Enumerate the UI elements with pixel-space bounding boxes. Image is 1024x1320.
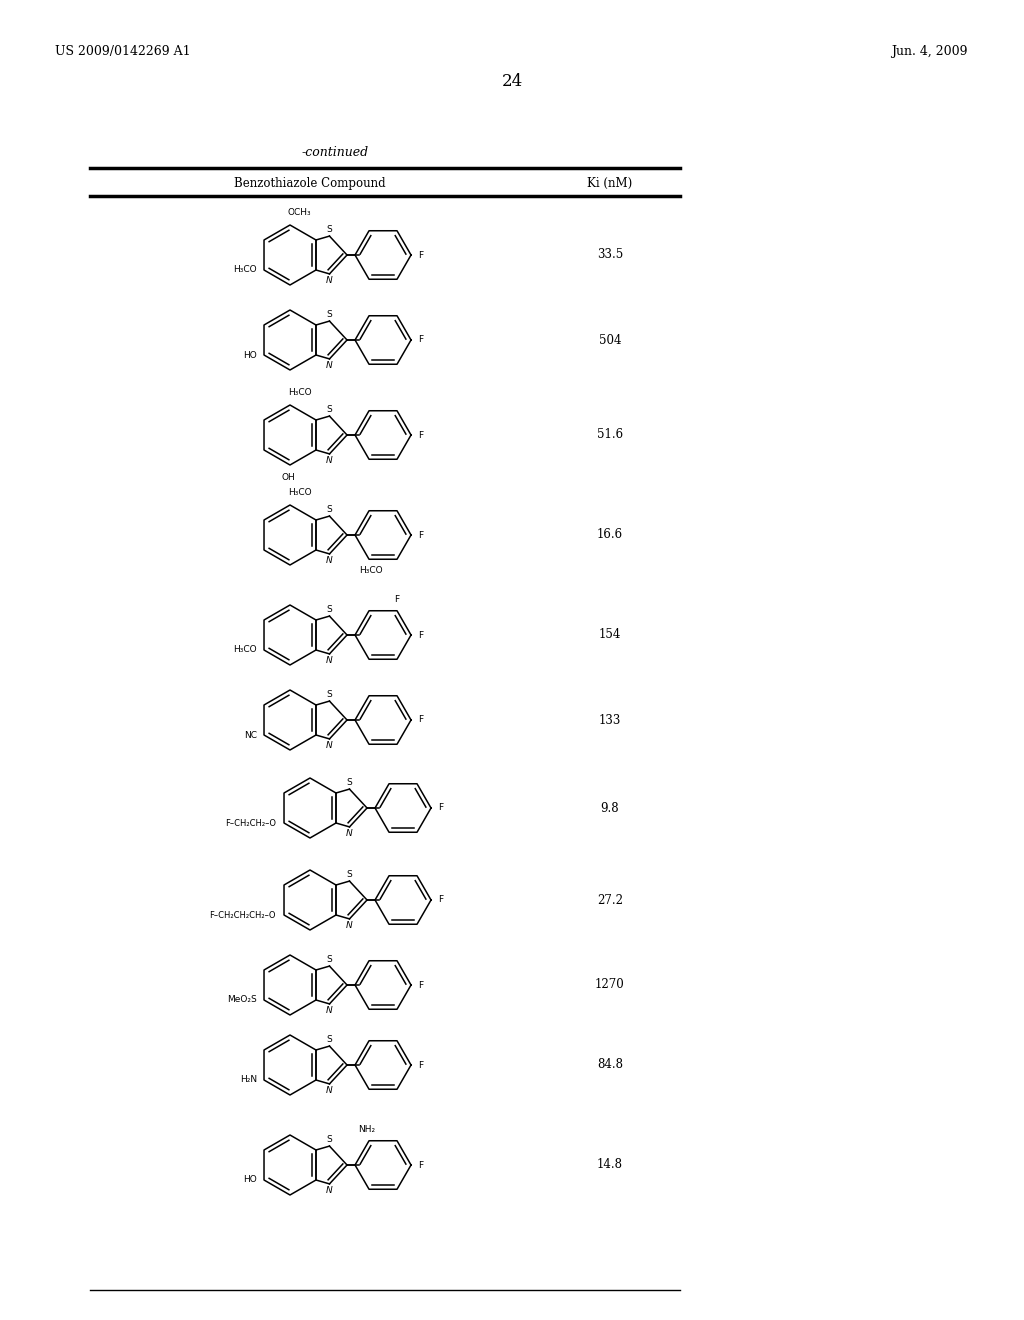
Text: H₃CO: H₃CO	[288, 488, 311, 498]
Text: F: F	[418, 715, 423, 725]
Text: F: F	[438, 804, 443, 813]
Text: H₃CO: H₃CO	[359, 566, 383, 576]
Text: S: S	[346, 777, 352, 787]
Text: N: N	[326, 557, 333, 565]
Text: US 2009/0142269 A1: US 2009/0142269 A1	[55, 45, 190, 58]
Text: N: N	[326, 1086, 333, 1096]
Text: 9.8: 9.8	[601, 801, 620, 814]
Text: N: N	[346, 829, 353, 838]
Text: F: F	[438, 895, 443, 904]
Text: F: F	[418, 335, 423, 345]
Text: OH: OH	[282, 473, 295, 482]
Text: N: N	[326, 276, 333, 285]
Text: N: N	[326, 1006, 333, 1015]
Text: S: S	[327, 405, 333, 413]
Text: -continued: -continued	[301, 145, 369, 158]
Text: F: F	[418, 251, 423, 260]
Text: H₃CO: H₃CO	[233, 265, 257, 275]
Text: MeO₂S: MeO₂S	[227, 995, 257, 1005]
Text: S: S	[327, 224, 333, 234]
Text: H₃CO: H₃CO	[288, 388, 311, 397]
Text: N: N	[326, 656, 333, 665]
Text: 154: 154	[599, 628, 622, 642]
Text: 133: 133	[599, 714, 622, 726]
Text: N: N	[326, 362, 333, 371]
Text: S: S	[327, 954, 333, 964]
Text: 1270: 1270	[595, 978, 625, 991]
Text: NC: NC	[244, 730, 257, 739]
Text: 16.6: 16.6	[597, 528, 623, 541]
Text: OCH₃: OCH₃	[288, 209, 311, 216]
Text: F–CH₂CH₂–O: F–CH₂CH₂–O	[225, 818, 276, 828]
Text: F: F	[418, 1160, 423, 1170]
Text: H₂N: H₂N	[240, 1076, 257, 1085]
Text: S: S	[327, 605, 333, 614]
Text: S: S	[327, 504, 333, 513]
Text: Jun. 4, 2009: Jun. 4, 2009	[892, 45, 968, 58]
Text: 504: 504	[599, 334, 622, 346]
Text: 84.8: 84.8	[597, 1059, 623, 1072]
Text: HO: HO	[244, 1176, 257, 1184]
Text: F: F	[418, 1060, 423, 1069]
Text: S: S	[327, 310, 333, 318]
Text: F: F	[394, 595, 399, 603]
Text: F: F	[418, 430, 423, 440]
Text: NH₂: NH₂	[358, 1125, 376, 1134]
Text: 24: 24	[502, 74, 522, 91]
Text: F: F	[418, 981, 423, 990]
Text: N: N	[326, 457, 333, 466]
Text: F: F	[418, 631, 423, 639]
Text: N: N	[346, 921, 353, 931]
Text: 14.8: 14.8	[597, 1159, 623, 1172]
Text: S: S	[327, 689, 333, 698]
Text: F: F	[418, 531, 423, 540]
Text: 33.5: 33.5	[597, 248, 624, 261]
Text: N: N	[326, 1187, 333, 1196]
Text: HO: HO	[244, 351, 257, 359]
Text: S: S	[327, 1135, 333, 1143]
Text: S: S	[327, 1035, 333, 1044]
Text: 27.2: 27.2	[597, 894, 623, 907]
Text: N: N	[326, 742, 333, 750]
Text: H₃CO: H₃CO	[233, 645, 257, 655]
Text: Benzothiazole Compound: Benzothiazole Compound	[234, 177, 386, 190]
Text: F–CH₂CH₂CH₂–O: F–CH₂CH₂CH₂–O	[210, 911, 276, 920]
Text: Ki (nM): Ki (nM)	[588, 177, 633, 190]
Text: S: S	[346, 870, 352, 879]
Text: 51.6: 51.6	[597, 429, 623, 441]
